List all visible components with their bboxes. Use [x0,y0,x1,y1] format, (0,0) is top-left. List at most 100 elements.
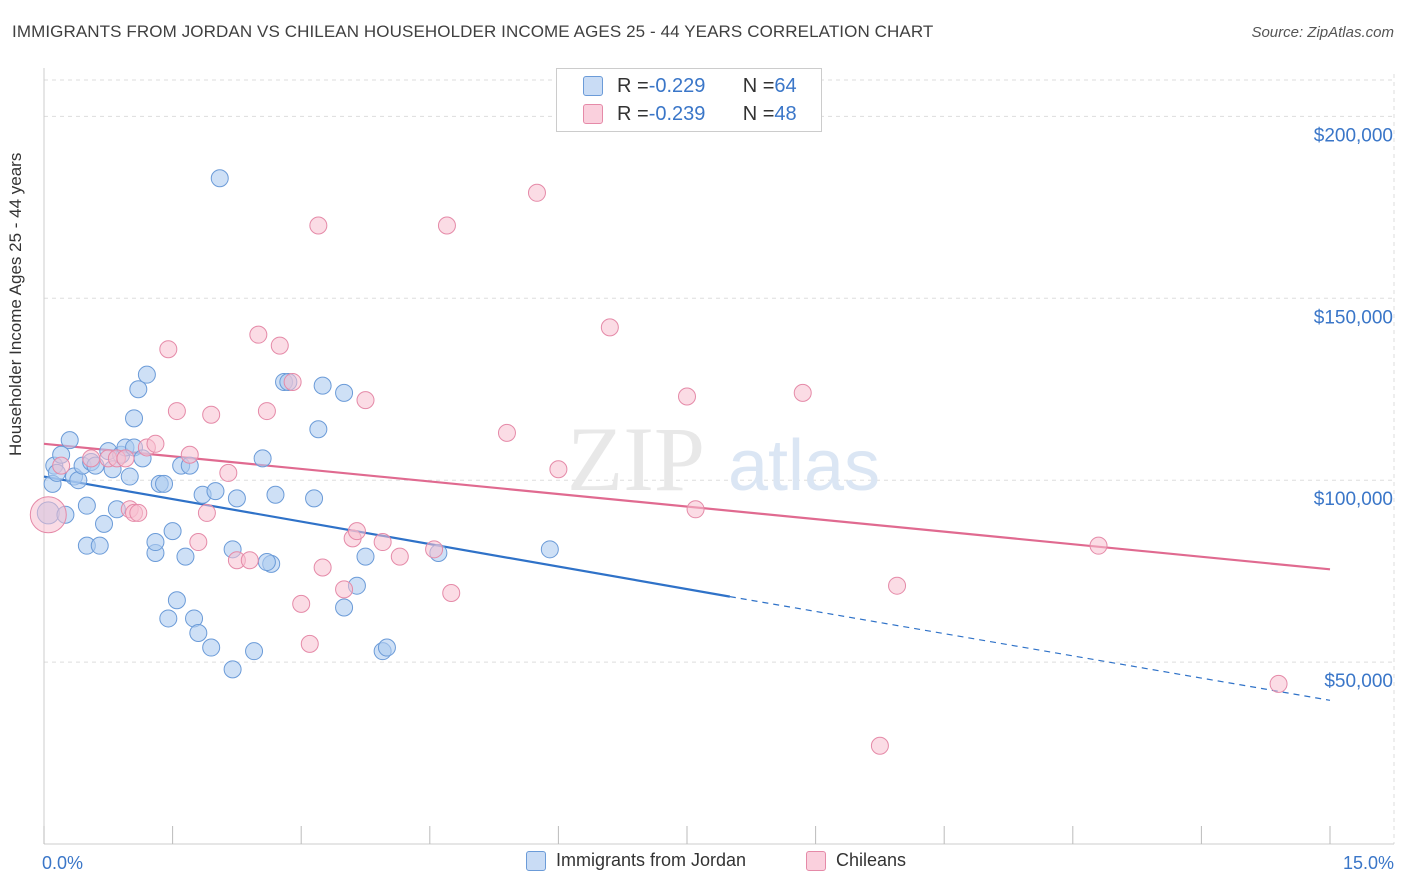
trend-line-jordan-extension [729,596,1331,701]
data-point-chileans [347,522,366,541]
data-point-jordan [540,540,559,559]
data-point-jordan [120,467,139,486]
data-point-jordan [245,642,264,661]
data-point-chileans [180,445,199,464]
data-point-jordan [335,598,354,617]
data-point-jordan [206,482,225,501]
chart-source: Source: ZipAtlas.com [1251,24,1394,41]
data-point-jordan [176,547,195,566]
data-point-chileans [146,434,165,453]
bottom-legend-chileans: Chileans [806,850,906,871]
watermark: ZIP atlas [567,408,880,510]
data-point-jordan [309,420,328,439]
data-point-chileans [442,583,461,602]
data-point-chileans [52,456,71,475]
y-tick-label: $200,000 [1314,125,1393,146]
data-point-chileans [249,325,268,344]
data-point-chileans [335,580,354,599]
data-point-chileans [870,736,889,755]
bottom-legend-label-chileans: Chileans [836,850,907,870]
data-point-jordan [129,380,148,399]
data-point-chileans [240,551,259,570]
data-point-chileans [527,183,546,202]
legend-n-label: N = [742,74,775,97]
x-tick-label-min: 0.0% [42,853,83,873]
data-point-chileans [189,533,208,552]
legend-n-value: 48 [774,102,797,125]
bottom-legend-label-jordan: Immigrants from Jordan [556,850,747,870]
data-point-chileans [197,503,216,522]
data-point-chileans [309,216,328,235]
data-point-chileans [283,372,302,391]
bottom-legend-swatch-chileans [806,850,826,871]
data-point-chileans [497,423,516,442]
data-point-chileans [129,503,148,522]
data-point-chileans [425,540,444,559]
gridlines [44,74,1395,844]
chart-title: IMMIGRANTS FROM JORDAN VS CHILEAN HOUSEH… [12,22,934,41]
watermark-zip: ZIP [567,408,705,510]
data-point-jordan [163,522,182,541]
data-point-jordan [335,383,354,402]
data-point-chileans [270,336,289,355]
legend-row-jordan: R = -0.229 N = 64 [557,73,797,99]
data-point-chileans [202,405,221,424]
data-point-jordan [227,489,246,508]
data-point-chileans [549,460,568,479]
legend: R = -0.229 N = 64 R = -0.239 N = 48 [556,68,822,132]
data-point-jordan [202,638,221,657]
data-point-jordan [223,660,242,679]
data-point-chileans [437,216,456,235]
data-point-jordan [60,431,79,450]
data-point-chileans [257,402,276,421]
legend-r-value: -0.239 [648,102,706,125]
data-point-chileans [600,318,619,337]
data-point-jordan [167,591,186,610]
data-point-jordan [257,553,276,572]
data-point-chileans [1089,536,1108,555]
legend-r-value: -0.229 [648,74,706,97]
data-point-jordan [95,514,114,533]
legend-r-label: R = [617,102,649,125]
legend-n-value: 64 [774,74,797,97]
data-point-jordan [137,365,156,384]
y-axis-label: Householder Income Ages 25 - 44 years [6,152,25,456]
legend-swatch-jordan [583,76,603,96]
data-point-chileans [1269,674,1288,693]
data-point-jordan [305,489,324,508]
data-point-chileans [82,449,101,468]
data-point-chileans [292,594,311,613]
data-point-chileans [356,391,375,410]
data-point-chileans [313,558,332,577]
data-point-chileans [390,547,409,566]
data-point-chileans [888,576,907,595]
data-point-jordan [356,547,375,566]
x-tick-label-max: 15.0% [1343,853,1394,873]
data-point-jordan [210,169,229,188]
legend-n-label: N = [742,102,775,125]
y-tick-label: $100,000 [1314,489,1393,510]
data-point-jordan [146,533,165,552]
data-point-chileans [159,340,178,359]
data-point-jordan [313,376,332,395]
bottom-legend-jordan: Immigrants from Jordan [526,850,746,871]
data-point-jordan [189,623,208,642]
data-point-chileans [29,496,67,534]
data-point-chileans [373,533,392,552]
data-point-jordan [90,536,109,555]
data-point-jordan [125,409,144,428]
legend-row-chileans: R = -0.239 N = 48 [557,101,797,127]
data-point-chileans [167,402,186,421]
data-point-chileans [116,449,135,468]
bottom-legend-swatch-jordan [526,850,546,871]
y-tick-label: $50,000 [1324,671,1393,692]
data-point-chileans [300,634,319,653]
series-chileans-points [29,183,1288,755]
legend-swatch-chileans [583,104,603,124]
data-point-chileans [219,463,238,482]
y-tick-label: $150,000 [1314,307,1393,328]
data-point-chileans [686,500,705,519]
tick-labels: $50,000 $100,000 $150,000 $200,000 0.0% 15.0% [42,125,1394,873]
watermark-atlas: atlas [728,426,880,506]
